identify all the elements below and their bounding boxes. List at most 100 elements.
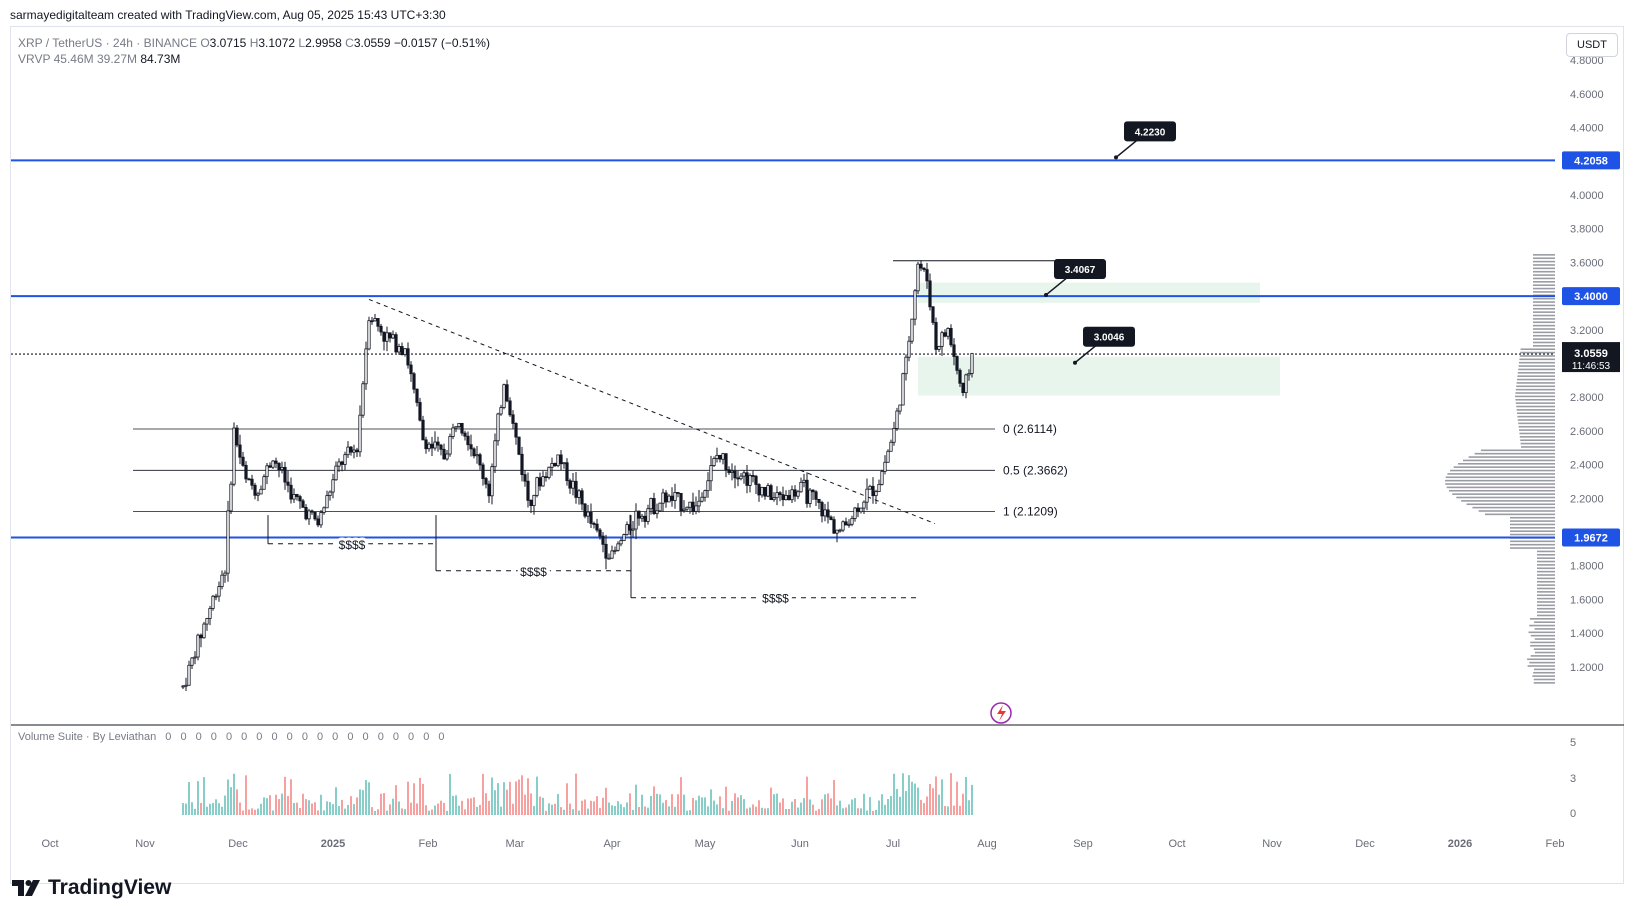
profile-bar [1537, 574, 1555, 576]
profile-bar [1533, 281, 1555, 283]
high-value: 3.1072 [258, 36, 296, 50]
candle-body [721, 453, 725, 460]
callout-dot-3 [1073, 360, 1077, 365]
candle-body [634, 510, 638, 530]
candle-body [418, 402, 422, 421]
profile-bar [1533, 324, 1555, 327]
candle-body [466, 435, 470, 446]
profile-bar [1533, 291, 1555, 293]
candle-body [577, 490, 581, 498]
lightning-icon [990, 702, 1012, 724]
level-badge-label-1: 4.2058 [1574, 155, 1608, 167]
currency-button[interactable]: USDT [1566, 33, 1618, 57]
volume-bar [938, 794, 940, 815]
level-lines: 0 (2.6114) 0.5 (2.3662) 1 (2.1209) $$$$ $$$$… [11, 159, 1624, 726]
candle-body [862, 501, 866, 509]
price-tick: 1.8000 [1570, 561, 1604, 573]
volume-bar [734, 793, 736, 815]
candle-body [313, 511, 317, 520]
volume-bar [833, 780, 835, 815]
volume-bar [566, 783, 568, 815]
level-badge-label-3: 1.9672 [1574, 533, 1608, 545]
candle-body [388, 332, 392, 339]
profile-bar [1520, 439, 1555, 442]
volume-bar [194, 808, 196, 815]
trendline [368, 299, 936, 525]
volume-bar [335, 787, 337, 815]
candle-body [730, 470, 734, 473]
volume-bar [497, 783, 499, 815]
volume-bar [554, 803, 556, 815]
profile-bar [1445, 479, 1555, 482]
profile-bar [1534, 628, 1555, 630]
candle-body [274, 460, 278, 464]
volume-bar [782, 798, 784, 815]
candle-body [379, 325, 383, 333]
volume-bar [821, 799, 823, 815]
vrvp-label[interactable]: VRVP [18, 52, 51, 66]
candle-body [853, 507, 857, 519]
volume-bar [443, 802, 445, 815]
volume-bar [596, 796, 598, 815]
time-tick: Oct [41, 838, 58, 850]
profile-bar [1510, 547, 1555, 549]
candle-body [847, 523, 851, 526]
volume-bar [749, 807, 751, 815]
candle-body [436, 441, 440, 446]
volume-bar [902, 773, 904, 815]
candle-body [655, 510, 659, 515]
symbol-legend: XRP / TetherUS · 24h · BINANCE O3.0715 H… [18, 35, 490, 67]
volume-bar [857, 808, 859, 815]
candle-body [508, 400, 512, 416]
profile-bar [1510, 527, 1555, 529]
candle-body [886, 450, 890, 463]
volume-indicator-title[interactable]: Volume Suite · By Leviathan [18, 731, 157, 743]
candle-body [781, 494, 785, 501]
candle-body [625, 524, 629, 535]
profile-bar [1533, 267, 1555, 270]
volume-bar [674, 806, 676, 815]
volume-bar [779, 802, 781, 815]
volume-bar [392, 798, 394, 815]
candle-body [583, 503, 587, 517]
candle-body [709, 465, 713, 482]
candle-body [223, 572, 227, 576]
candle-body [604, 543, 608, 559]
price-axis[interactable]: 4.80004.60004.40004.20004.00003.80003.60… [1562, 55, 1620, 820]
candle-body [637, 510, 641, 519]
candle-body [895, 410, 899, 429]
volume-bar [761, 807, 763, 815]
volume-bar [932, 788, 934, 815]
volume-indicator-values: 0 0 0 0 0 0 0 0 0 0 0 0 0 0 0 0 0 0 0 [165, 731, 448, 743]
price-tick: 4.4000 [1570, 123, 1604, 135]
candle-body [565, 462, 569, 482]
volume-bar [563, 809, 565, 815]
volume-bar [830, 798, 832, 815]
volume-bar [806, 776, 808, 815]
symbol-name[interactable]: XRP / TetherUS · 24h · BINANCE [18, 36, 197, 50]
candle-body [526, 480, 530, 501]
profile-bar [1519, 436, 1555, 438]
time-axis[interactable]: Oct Nov Dec 2025 Feb Mar Apr May Jun Jul Aug Sep Oct… [41, 838, 1564, 850]
countdown-label: 11:46:53 [1572, 361, 1611, 372]
candle-body [244, 464, 248, 480]
candle-body [337, 461, 341, 467]
candle-body [538, 477, 542, 487]
volume-bar [302, 793, 304, 815]
volume-bar [614, 805, 616, 815]
volume-bar [641, 794, 643, 815]
candle-body [475, 454, 479, 457]
tradingview-logo[interactable]: TradingView [12, 876, 171, 900]
volume-bar [773, 794, 775, 815]
candle-body [202, 623, 206, 639]
candle-body [433, 441, 437, 449]
volume-bar [428, 810, 430, 815]
volume-bar [362, 790, 364, 815]
volume-bar [233, 773, 235, 815]
profile-bar [1530, 655, 1555, 657]
volume-bar [398, 801, 400, 815]
volume-bar [266, 798, 268, 815]
volume-bar [683, 794, 685, 815]
volume-bar [542, 797, 544, 815]
